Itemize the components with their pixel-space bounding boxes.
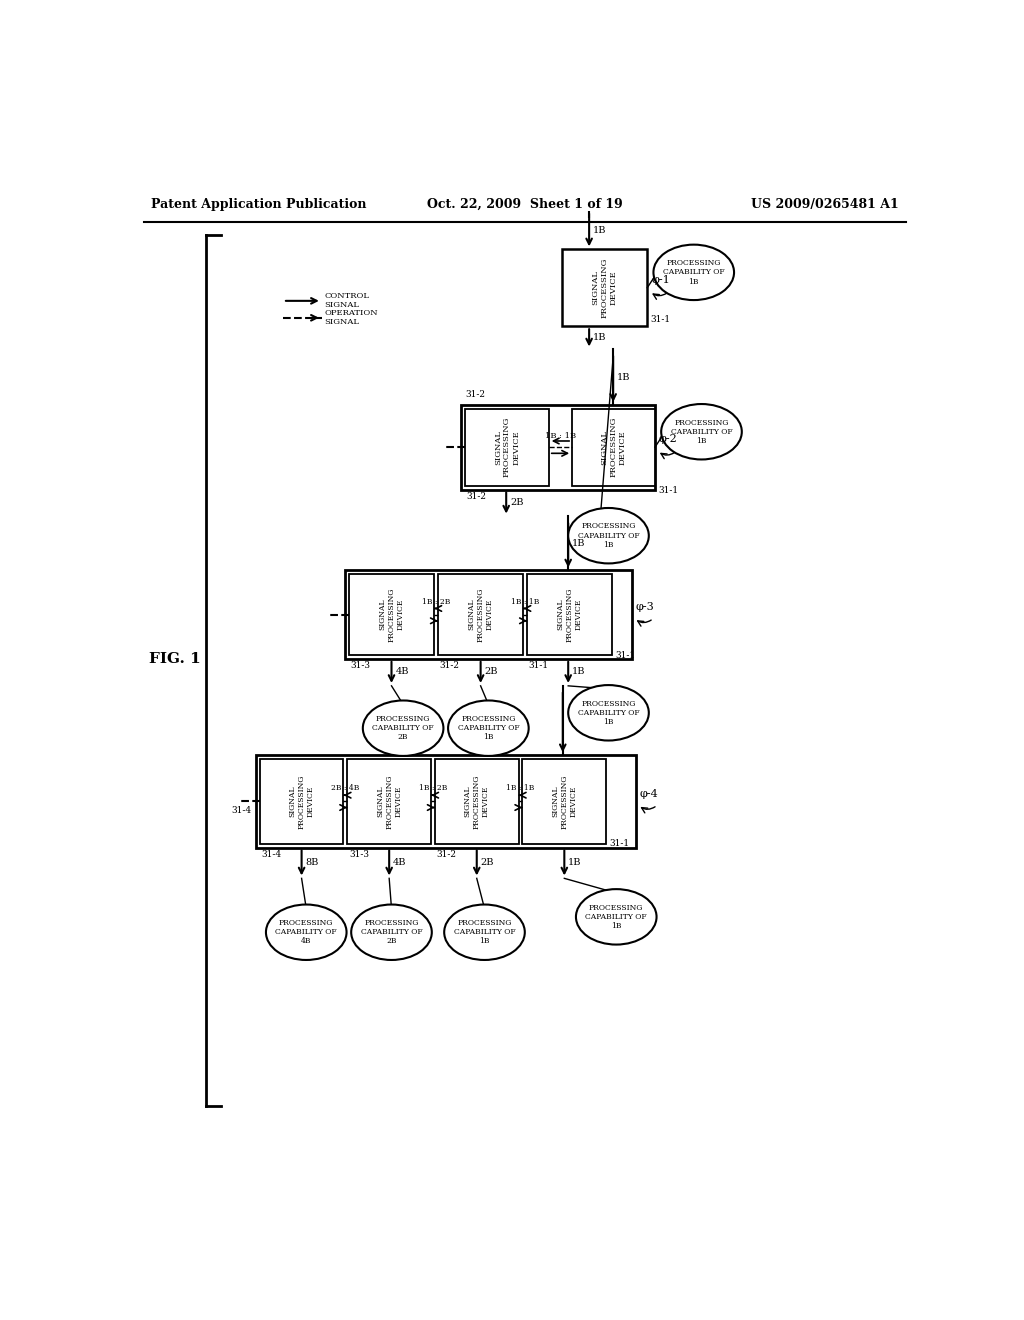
Text: 1B : 2B: 1B : 2B (419, 784, 447, 792)
Text: 31-1: 31-1 (615, 651, 636, 660)
Text: φ-3: φ-3 (636, 602, 654, 612)
Bar (465, 409, 549, 486)
Text: 2B: 2B (484, 668, 498, 676)
Text: 31-1: 31-1 (609, 840, 630, 849)
Text: PROCESSING
CAPABILITY OF
1B: PROCESSING CAPABILITY OF 1B (458, 715, 519, 742)
Text: SIGNAL
PROCESSING
DEVICE: SIGNAL PROCESSING DEVICE (551, 774, 578, 829)
Bar (435, 759, 518, 843)
Bar (345, 570, 632, 659)
Text: 1B: 1B (572, 539, 586, 548)
Text: φ-2: φ-2 (658, 434, 678, 445)
Text: 1B: 1B (617, 372, 631, 381)
Text: PROCESSING
CAPABILITY OF
1B: PROCESSING CAPABILITY OF 1B (454, 919, 515, 945)
Text: PROCESSING
CAPABILITY OF
1B: PROCESSING CAPABILITY OF 1B (578, 700, 639, 726)
Text: FIG. 1: FIG. 1 (148, 652, 201, 665)
Text: PROCESSING
CAPABILITY OF
1B: PROCESSING CAPABILITY OF 1B (586, 904, 647, 931)
Text: SIGNAL
PROCESSING
DEVICE: SIGNAL PROCESSING DEVICE (557, 587, 583, 642)
Text: Patent Application Publication: Patent Application Publication (152, 198, 367, 211)
Text: 1B: 1B (593, 226, 606, 235)
Text: 31-2: 31-2 (467, 492, 486, 500)
Text: SIGNAL
PROCESSING
DEVICE: SIGNAL PROCESSING DEVICE (376, 774, 402, 829)
Text: 31-2: 31-2 (436, 850, 457, 859)
Text: 2B : 4B: 2B : 4B (331, 784, 359, 792)
Text: 2B: 2B (480, 858, 495, 867)
Ellipse shape (662, 404, 741, 459)
Bar (562, 249, 647, 326)
Bar (522, 759, 606, 843)
Text: PROCESSING
CAPABILITY OF
4B: PROCESSING CAPABILITY OF 4B (275, 919, 337, 945)
Text: 31-1: 31-1 (650, 315, 671, 323)
Text: 8B: 8B (305, 858, 318, 867)
Text: 31-2: 31-2 (465, 389, 485, 399)
Text: SIGNAL
PROCESSING
DEVICE: SIGNAL PROCESSING DEVICE (494, 417, 520, 478)
Text: 4B: 4B (393, 858, 407, 867)
Text: SIGNAL
PROCESSING
DEVICE: SIGNAL PROCESSING DEVICE (378, 587, 404, 642)
Text: 1B: 1B (568, 858, 582, 867)
Text: PROCESSING
CAPABILITY OF
1B: PROCESSING CAPABILITY OF 1B (578, 523, 639, 549)
Text: US 2009/0265481 A1: US 2009/0265481 A1 (751, 198, 898, 211)
Bar (260, 759, 343, 843)
Ellipse shape (444, 904, 524, 960)
Text: 1B: 1B (572, 668, 586, 676)
Bar (347, 759, 431, 843)
Text: 31-1: 31-1 (658, 486, 678, 495)
Text: PROCESSING
CAPABILITY OF
2B: PROCESSING CAPABILITY OF 2B (373, 715, 434, 742)
Text: SIGNAL
PROCESSING
DEVICE: SIGNAL PROCESSING DEVICE (467, 587, 494, 642)
Ellipse shape (362, 701, 443, 756)
Text: SIGNAL
PROCESSING
DEVICE: SIGNAL PROCESSING DEVICE (592, 257, 617, 318)
Text: 31-4: 31-4 (261, 850, 282, 859)
Text: SIGNAL
PROCESSING
DEVICE: SIGNAL PROCESSING DEVICE (600, 417, 627, 478)
Text: PROCESSING
CAPABILITY OF
1B: PROCESSING CAPABILITY OF 1B (671, 418, 732, 445)
Text: 31-2: 31-2 (439, 661, 460, 671)
Bar (438, 574, 523, 655)
Text: 31-3: 31-3 (349, 850, 369, 859)
Text: 1B : 1B: 1B : 1B (511, 598, 540, 606)
Text: φ-1: φ-1 (651, 275, 670, 285)
Text: 1B : 2B: 1B : 2B (422, 598, 451, 606)
Text: PROCESSING
CAPABILITY OF
2B: PROCESSING CAPABILITY OF 2B (360, 919, 422, 945)
Text: 2B: 2B (510, 498, 523, 507)
Text: CONTROL
SIGNAL: CONTROL SIGNAL (324, 292, 369, 309)
Text: 31-1: 31-1 (528, 661, 549, 671)
Text: φ-4: φ-4 (640, 788, 658, 799)
Ellipse shape (351, 904, 432, 960)
Text: 31-4: 31-4 (231, 807, 252, 814)
Text: 31-3: 31-3 (350, 661, 371, 671)
Ellipse shape (449, 701, 528, 756)
Text: 4B: 4B (395, 668, 409, 676)
Text: 1B: 1B (593, 334, 606, 342)
Ellipse shape (568, 685, 649, 741)
Bar (527, 574, 612, 655)
Text: OPERATION
SIGNAL: OPERATION SIGNAL (324, 309, 378, 326)
Ellipse shape (568, 508, 649, 564)
Bar (256, 755, 636, 847)
Text: SIGNAL
PROCESSING
DEVICE: SIGNAL PROCESSING DEVICE (289, 774, 314, 829)
Ellipse shape (575, 890, 656, 945)
Text: SIGNAL
PROCESSING
DEVICE: SIGNAL PROCESSING DEVICE (464, 774, 489, 829)
Text: 1B : 1B: 1B : 1B (506, 784, 535, 792)
Text: Oct. 22, 2009  Sheet 1 of 19: Oct. 22, 2009 Sheet 1 of 19 (427, 198, 623, 211)
Text: PROCESSING
CAPABILITY OF
1B: PROCESSING CAPABILITY OF 1B (663, 259, 725, 285)
Bar (349, 574, 434, 655)
Ellipse shape (653, 244, 734, 300)
Text: 1B : 1B: 1B : 1B (545, 432, 577, 440)
Bar (572, 409, 655, 486)
Ellipse shape (266, 904, 346, 960)
Bar (461, 405, 655, 490)
